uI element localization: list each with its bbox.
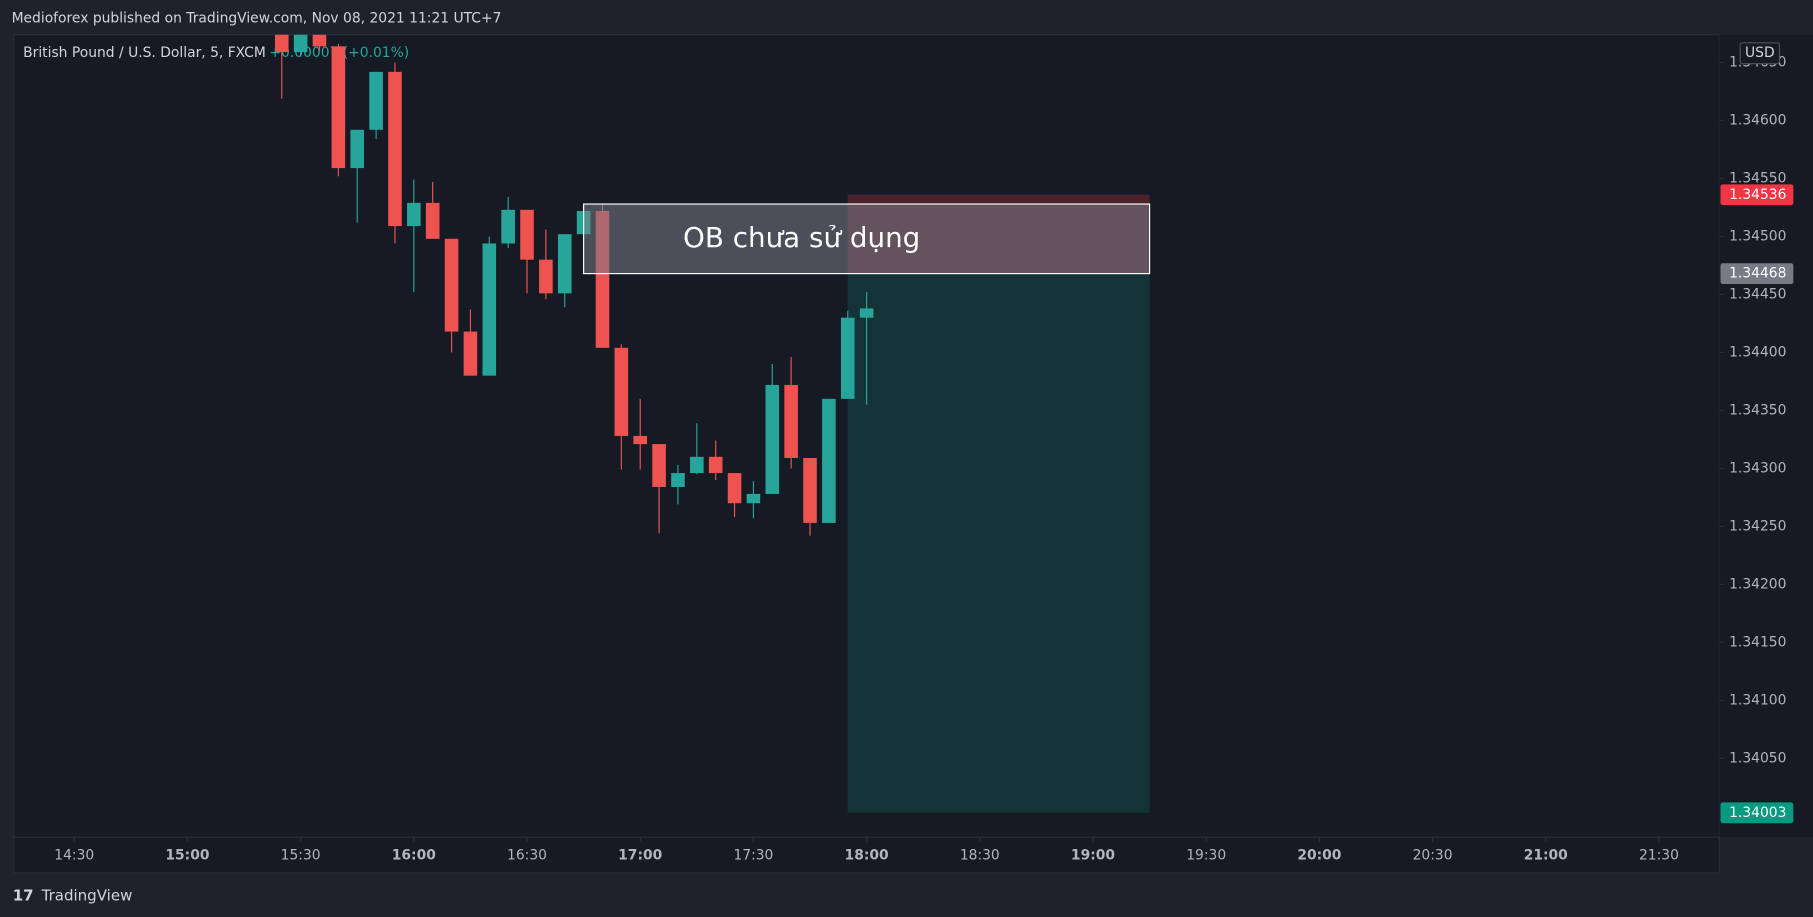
candle-body (331, 46, 346, 169)
candle-body (557, 234, 572, 294)
price-badge-label: 1.34003 (1729, 805, 1786, 821)
candle-body (765, 384, 780, 494)
candle-body (350, 129, 365, 169)
candle-body (501, 209, 515, 244)
candle-body (444, 238, 459, 332)
plot-area (13, 34, 1720, 838)
candle-body (822, 398, 836, 523)
currency: USD (1745, 45, 1775, 61)
x-tick-label: 21:30 (1639, 848, 1679, 864)
price-badge (1720, 802, 1794, 824)
annotation-box (583, 203, 1151, 275)
y-tick-label: 1.34200 (1729, 576, 1786, 592)
y-tick-label: 1.34600 (1729, 113, 1786, 129)
price-badge (1720, 263, 1794, 285)
candle-body (708, 456, 723, 474)
target-zone (847, 273, 1150, 813)
x-tick-label: 20:00 (1297, 848, 1341, 864)
y-tick-label: 1.34400 (1729, 344, 1786, 360)
candle-body (652, 444, 666, 487)
x-tick-label: 18:30 (960, 848, 1000, 864)
candle-body (671, 473, 685, 487)
candle-body (312, 34, 327, 47)
y-tick-label: 1.34100 (1729, 692, 1786, 708)
footer: 17 TradingView (13, 887, 133, 905)
price-badge-label: 1.34468 (1729, 266, 1786, 282)
candle-body (690, 456, 704, 474)
x-tick-label: 21:00 (1524, 848, 1568, 864)
candle-body (727, 473, 742, 504)
x-tick-label: 19:30 (1186, 848, 1226, 864)
candle-body (293, 34, 308, 53)
candle-body (784, 384, 798, 458)
header-text: Medioforex published on TradingView.com,… (12, 11, 502, 27)
ticks (73, 61, 1724, 842)
candle-body (520, 209, 534, 260)
candle-body (407, 202, 421, 227)
y-tick-label: 1.34250 (1729, 518, 1786, 534)
x-tick-label: 16:30 (507, 848, 547, 864)
candle-body (614, 347, 629, 436)
plot: OB chưa sử dụng (274, 34, 1151, 813)
y-tick-label: 1.34450 (1729, 286, 1786, 302)
candle-body (463, 331, 478, 376)
candle-body (633, 435, 648, 445)
y-tick-label: 1.34500 (1729, 229, 1786, 245)
x-tick-label: 14:30 (54, 848, 94, 864)
x-tick-label: 17:30 (733, 848, 773, 864)
y-tick-label: 1.34150 (1729, 634, 1786, 650)
footer-brand: TradingView (41, 887, 133, 905)
legend-title: British Pound / U.S. Dollar, 5, FXCM (23, 45, 266, 61)
annotation-text: OB chưa sử dụng (683, 221, 920, 254)
y-tick-label: 1.34550 (1729, 171, 1786, 187)
candle-body (369, 71, 383, 130)
logo: 17 (13, 887, 34, 905)
x-tick-label: 17:00 (618, 848, 662, 864)
x-tick-label: 15:00 (165, 848, 209, 864)
x-tick-label: 15:30 (281, 848, 321, 864)
candle-body (859, 308, 874, 318)
x-tick-label: 18:00 (845, 848, 889, 864)
y-tick-label: 1.34050 (1729, 750, 1786, 766)
candle-body (274, 34, 289, 53)
x-tick-label: 16:00 (392, 848, 436, 864)
x-tick-label: 19:00 (1071, 848, 1115, 864)
y-tick-label: 1.34350 (1729, 402, 1786, 418)
candle-body (840, 317, 855, 399)
candle-body (425, 202, 440, 239)
price-badge-label: 1.34536 (1729, 187, 1786, 203)
axis-labels: 1.34050 1.34100 1.34150 1.34200 1.34250 1.343… (54, 55, 1794, 864)
candle-body (746, 493, 761, 504)
price-axis (1719, 34, 1813, 838)
candle-body (388, 71, 402, 227)
x-tick-label: 20:30 (1413, 848, 1453, 864)
y-tick-label: 1.34300 (1729, 460, 1786, 476)
candle-body (482, 243, 497, 376)
candle-body (803, 457, 817, 523)
candle-body (539, 259, 553, 294)
currency-badge (1739, 42, 1781, 65)
price-badge (1720, 184, 1794, 206)
